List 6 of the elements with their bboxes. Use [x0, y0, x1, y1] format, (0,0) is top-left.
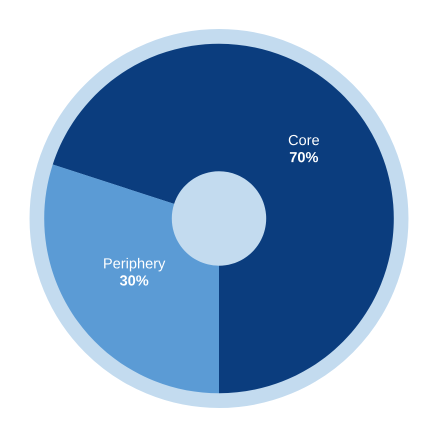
- slice-label: Periphery: [104, 258, 166, 272]
- donut-slice: [44, 164, 219, 394]
- data-label: 30%: [120, 275, 148, 286]
- data-label: 70%: [290, 152, 318, 162]
- slice-label: Core: [288, 134, 320, 146]
- donut-slice: [52, 44, 394, 394]
